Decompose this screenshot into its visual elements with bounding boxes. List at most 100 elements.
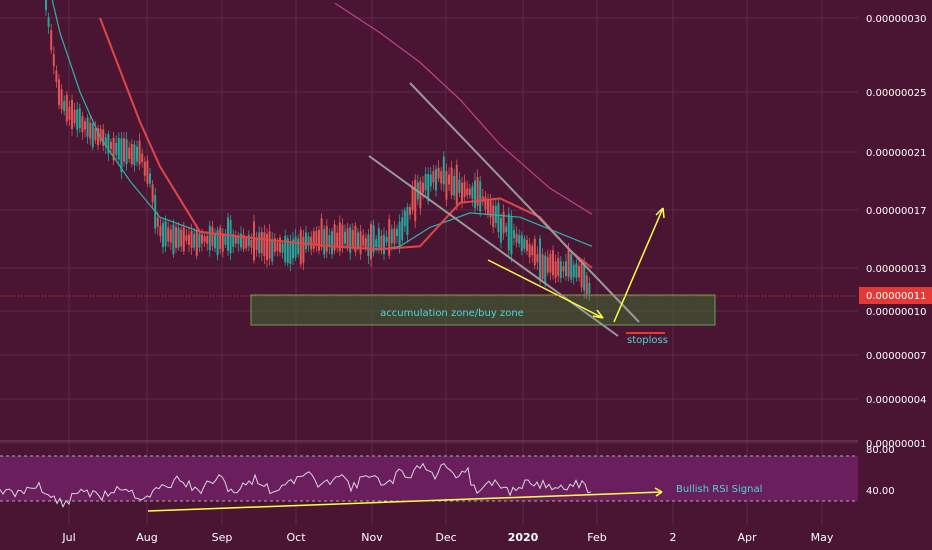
candle-body: [63, 100, 66, 112]
candle-body: [463, 181, 466, 197]
candle-body: [468, 188, 471, 196]
candle-body: [266, 234, 268, 261]
candle-body: [458, 179, 461, 193]
candle-body: [268, 231, 271, 259]
candle-body: [471, 186, 474, 199]
candle-body: [133, 144, 136, 166]
candle-body: [346, 228, 349, 247]
candle-body: [541, 254, 544, 280]
candle-body: [99, 128, 102, 142]
candle-body: [102, 129, 105, 146]
candle-body: [507, 213, 510, 251]
candle-body: [120, 138, 123, 173]
candle-body: [377, 228, 380, 248]
candle-body: [237, 236, 240, 244]
candle-body: [117, 137, 120, 160]
candle-body: [409, 207, 411, 215]
candle-body: [302, 236, 305, 263]
candle-body: [305, 232, 307, 250]
candle-body: [216, 230, 219, 256]
candle-body: [398, 221, 401, 246]
candle-body: [414, 179, 417, 221]
candle-body: [390, 229, 393, 244]
time-tick-label: Dec: [435, 531, 456, 544]
candle-body: [169, 229, 172, 243]
candle-body: [242, 234, 245, 250]
candle-body: [429, 174, 432, 187]
candle-body: [156, 217, 159, 227]
candle-body: [201, 234, 203, 244]
candle-body: [320, 218, 323, 248]
candle-body: [437, 167, 440, 179]
candle-body: [588, 283, 591, 294]
candle-body: [297, 238, 300, 255]
candle-body: [188, 234, 190, 245]
candle-body: [107, 134, 110, 154]
candle-body: [325, 225, 328, 252]
candle-body: [552, 250, 554, 276]
candle-body: [338, 222, 341, 252]
price-tick-label: 0.00000001: [866, 439, 926, 450]
candle-body: [453, 176, 456, 196]
candle-body: [65, 94, 68, 122]
candle-body: [533, 238, 536, 266]
wedge-upper-line: [409, 82, 640, 323]
candle-body: [240, 233, 242, 248]
candle-body: [505, 226, 508, 233]
time-tick-label: 2020: [508, 531, 539, 544]
candle-body: [73, 109, 76, 124]
time-tick-label: Nov: [361, 531, 383, 544]
candle-body: [328, 235, 331, 247]
candle-body: [190, 230, 193, 248]
candle-body: [151, 184, 154, 203]
candle-body: [115, 142, 118, 155]
candle-body: [580, 263, 583, 288]
candle-body: [149, 173, 151, 184]
candle-body: [539, 238, 541, 280]
candle-body: [97, 128, 99, 146]
candle-body: [435, 168, 437, 191]
candle-body: [370, 224, 372, 260]
candle-body: [396, 228, 398, 237]
candle-body: [138, 140, 141, 165]
candle-body: [419, 181, 422, 209]
time-tick-label: Jul: [61, 531, 75, 544]
candle-body: [112, 137, 115, 161]
candle-body: [232, 234, 235, 247]
candle-body: [198, 233, 201, 248]
candle-body: [448, 174, 450, 185]
candle-body: [167, 227, 170, 242]
price-tick-label: 0.00000007: [866, 351, 926, 362]
candle-body: [208, 225, 211, 251]
candle-body: [570, 254, 573, 280]
candle-body: [247, 234, 250, 246]
candle-body: [427, 174, 430, 201]
candle-body: [364, 238, 367, 248]
candle-body: [432, 171, 435, 183]
candle-body: [354, 225, 357, 252]
candle-body: [341, 224, 344, 248]
time-axis: Jul Aug Sep Oct Nov Dec 2020 Feb 2 Apr May: [61, 531, 833, 544]
candle-body: [466, 188, 469, 196]
time-tick-label: Feb: [587, 531, 606, 544]
candle-body: [312, 231, 315, 249]
candle-body: [575, 263, 578, 278]
price-tick-label: 0.00000021: [866, 148, 926, 159]
candle-body: [292, 239, 294, 259]
candle-body: [123, 138, 125, 162]
candle-body: [78, 108, 81, 128]
candle-body: [515, 233, 518, 243]
breakout-arrowhead: [655, 207, 665, 219]
candle-body: [549, 253, 552, 273]
candle-body: [260, 232, 263, 254]
candle-body: [58, 79, 60, 105]
candle-body: [546, 257, 549, 273]
candle-body: [273, 238, 276, 253]
grid-lines: [0, 0, 858, 525]
candle-body: [143, 161, 146, 176]
candle-body: [162, 222, 164, 248]
candle-body: [221, 233, 224, 252]
candle-body: [94, 128, 97, 141]
candle-body: [310, 237, 313, 250]
